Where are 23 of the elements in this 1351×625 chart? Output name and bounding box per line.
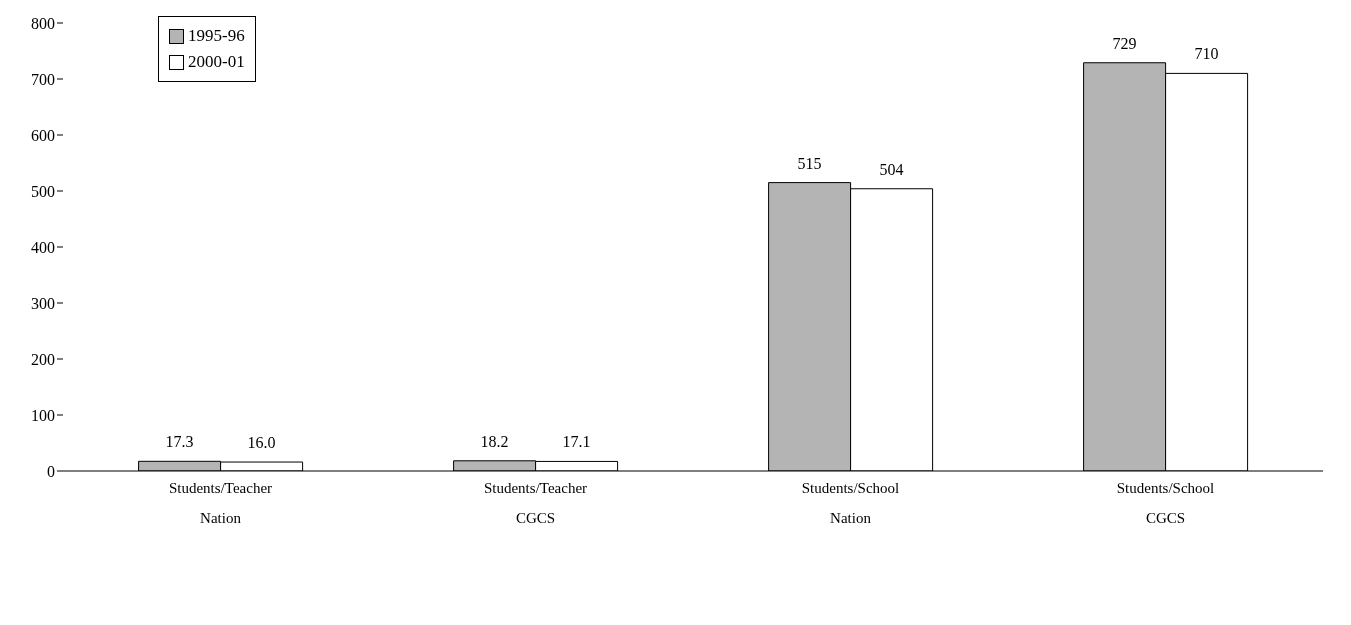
y-tick-label: 200 bbox=[31, 350, 55, 368]
y-tick-label: 700 bbox=[31, 70, 55, 88]
y-tick-label: 100 bbox=[31, 406, 55, 424]
data-label: 17.3 bbox=[165, 433, 194, 451]
x-tick-label: Students/School Nation bbox=[801, 480, 900, 526]
y-tick-label: 0 bbox=[47, 462, 55, 480]
data-label: 16.0 bbox=[247, 434, 276, 452]
y-tick-label: 800 bbox=[31, 14, 55, 32]
y-tick-label: 400 bbox=[31, 238, 55, 256]
x-tick-label: Students/Teacher CGCS bbox=[483, 480, 588, 526]
legend-label: 1995-96 bbox=[188, 25, 245, 47]
legend-label: 2000-01 bbox=[188, 51, 245, 73]
data-label: 18.2 bbox=[480, 432, 509, 450]
y-tick-label: 300 bbox=[31, 294, 55, 312]
x-tick-label: Students/School CGCS bbox=[1116, 480, 1215, 526]
data-label: 729 bbox=[1112, 34, 1137, 52]
data-label: 515 bbox=[797, 154, 822, 172]
data-label: 710 bbox=[1194, 45, 1219, 63]
data-label: 17.1 bbox=[562, 433, 591, 451]
y-tick-label: 500 bbox=[31, 182, 55, 200]
y-tick-label: 600 bbox=[31, 126, 55, 144]
x-tick-label: Students/Teacher Nation bbox=[168, 480, 273, 526]
data-label: 504 bbox=[879, 160, 904, 178]
